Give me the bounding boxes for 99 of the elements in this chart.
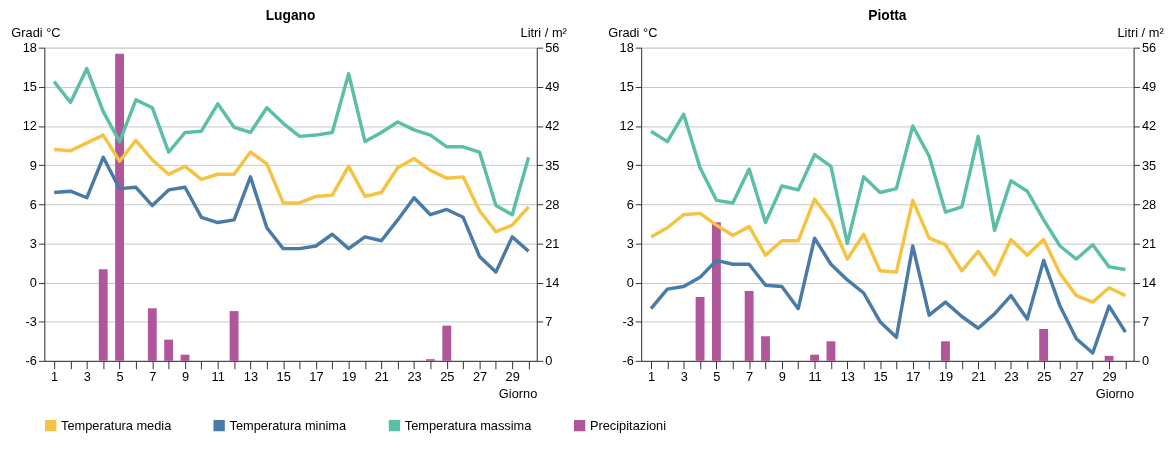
- y-tick-label: 3: [626, 235, 634, 251]
- y2-tick-label: 56: [1141, 40, 1157, 56]
- x-tick-label: 11: [211, 369, 225, 385]
- bar: [1039, 328, 1049, 361]
- chart-title: Piotta: [868, 8, 907, 24]
- x-tick-label: 27: [1069, 369, 1084, 385]
- y2-tick-label: 7: [545, 314, 553, 330]
- y2-axis-title: Litri / m²: [1117, 25, 1165, 41]
- x-axis-title: Giorno: [1095, 385, 1135, 401]
- bar: [442, 325, 452, 361]
- bar: [98, 269, 108, 361]
- x-tick-label: 23: [407, 369, 422, 385]
- y2-tick-label: 28: [1141, 196, 1157, 212]
- y-tick-label: 18: [619, 40, 634, 56]
- x-tick-label: 15: [873, 369, 888, 385]
- bar: [712, 222, 721, 361]
- y-tick-label: 12: [619, 118, 634, 134]
- legend-label: Temperatura massima: [404, 417, 533, 433]
- x-tick-label: 27: [472, 369, 488, 385]
- legend-label: Precipitazioni: [589, 417, 667, 433]
- y2-axis-title: Litri / m²: [520, 25, 568, 41]
- x-tick-label: 3: [680, 369, 688, 385]
- x-tick-label: 17: [309, 369, 324, 385]
- bar: [761, 336, 770, 361]
- y2-tick-label: 42: [1141, 118, 1157, 134]
- x-tick-label: 25: [1037, 369, 1052, 385]
- x-tick-label: 1: [647, 369, 656, 385]
- line-series: [649, 197, 1128, 304]
- y-tick-label: 18: [22, 40, 37, 56]
- x-tick-label: 29: [1102, 369, 1117, 385]
- x-tick-label: 21: [374, 369, 389, 385]
- y-tick-label: -3: [25, 314, 37, 330]
- x-tick-label: 15: [276, 369, 291, 385]
- y2-tick-label: 42: [545, 118, 560, 134]
- x-tick-label: 19: [938, 369, 954, 385]
- x-tick-label: 7: [149, 369, 157, 385]
- x-tick-label: 23: [1004, 369, 1019, 385]
- x-tick-label: 25: [440, 369, 455, 385]
- x-tick-label: 9: [778, 369, 786, 385]
- bar: [810, 354, 820, 361]
- y2-tick-label: 28: [545, 196, 560, 212]
- y-tick-label: 9: [29, 157, 37, 173]
- bar: [229, 311, 239, 361]
- y2-tick-label: 21: [545, 235, 560, 251]
- x-tick-label: 5: [713, 369, 721, 385]
- x-tick-label: 9: [181, 369, 190, 385]
- y-tick-label: -6: [622, 353, 634, 369]
- y2-tick-label: 14: [545, 274, 560, 290]
- y-axis-title: Gradi °C: [608, 25, 658, 41]
- bar: [115, 53, 125, 361]
- bar: [147, 308, 157, 361]
- bar: [164, 339, 174, 361]
- y-tick-label: -3: [622, 314, 634, 330]
- bar: [826, 341, 836, 361]
- line-series: [52, 155, 531, 274]
- y2-tick-label: 49: [545, 79, 560, 95]
- y-tick-label: 3: [29, 235, 37, 251]
- bar: [695, 297, 705, 361]
- y2-tick-label: 49: [1141, 79, 1157, 95]
- bar: [1104, 355, 1114, 361]
- x-tick-label: 29: [505, 369, 520, 385]
- line-series: [649, 236, 1128, 355]
- y-tick-label: 0: [29, 274, 37, 290]
- y2-tick-label: 35: [545, 157, 560, 173]
- y2-tick-label: 56: [545, 40, 560, 56]
- legend-label: Temperatura minima: [229, 417, 347, 433]
- y2-tick-label: 0: [1141, 353, 1150, 369]
- x-tick-label: 13: [243, 369, 259, 385]
- line-series: [52, 66, 531, 217]
- x-tick-label: 13: [840, 369, 855, 385]
- y-tick-label: 6: [29, 196, 37, 212]
- x-tick-label: 3: [83, 369, 91, 385]
- y-tick-label: 15: [619, 79, 634, 95]
- y-tick-label: 15: [22, 79, 37, 95]
- bar: [744, 290, 754, 361]
- y-tick-label: -6: [25, 353, 37, 369]
- y-axis-title: Gradi °C: [11, 25, 61, 41]
- y2-tick-label: 21: [1141, 235, 1157, 251]
- x-tick-label: 7: [746, 369, 754, 385]
- bar: [941, 341, 950, 361]
- y-tick-label: 0: [626, 274, 634, 290]
- x-axis-title: Giorno: [498, 385, 538, 401]
- x-tick-label: 5: [116, 369, 124, 385]
- line-series: [52, 133, 531, 234]
- x-tick-label: 11: [808, 369, 822, 385]
- y2-tick-label: 7: [1141, 314, 1150, 330]
- y2-tick-label: 0: [545, 353, 553, 369]
- chart-title: Lugano: [265, 8, 316, 24]
- legend-label: Temperatura media: [61, 417, 173, 433]
- y2-tick-label: 14: [1141, 274, 1157, 290]
- x-tick-label: 1: [51, 369, 59, 385]
- y2-tick-label: 35: [1141, 157, 1157, 173]
- x-tick-label: 17: [906, 369, 921, 385]
- y-tick-label: 9: [626, 157, 634, 173]
- x-tick-label: 19: [342, 369, 357, 385]
- y-tick-label: 6: [626, 196, 634, 212]
- x-tick-label: 21: [971, 369, 986, 385]
- y-tick-label: 12: [22, 118, 37, 134]
- line-series: [649, 112, 1128, 272]
